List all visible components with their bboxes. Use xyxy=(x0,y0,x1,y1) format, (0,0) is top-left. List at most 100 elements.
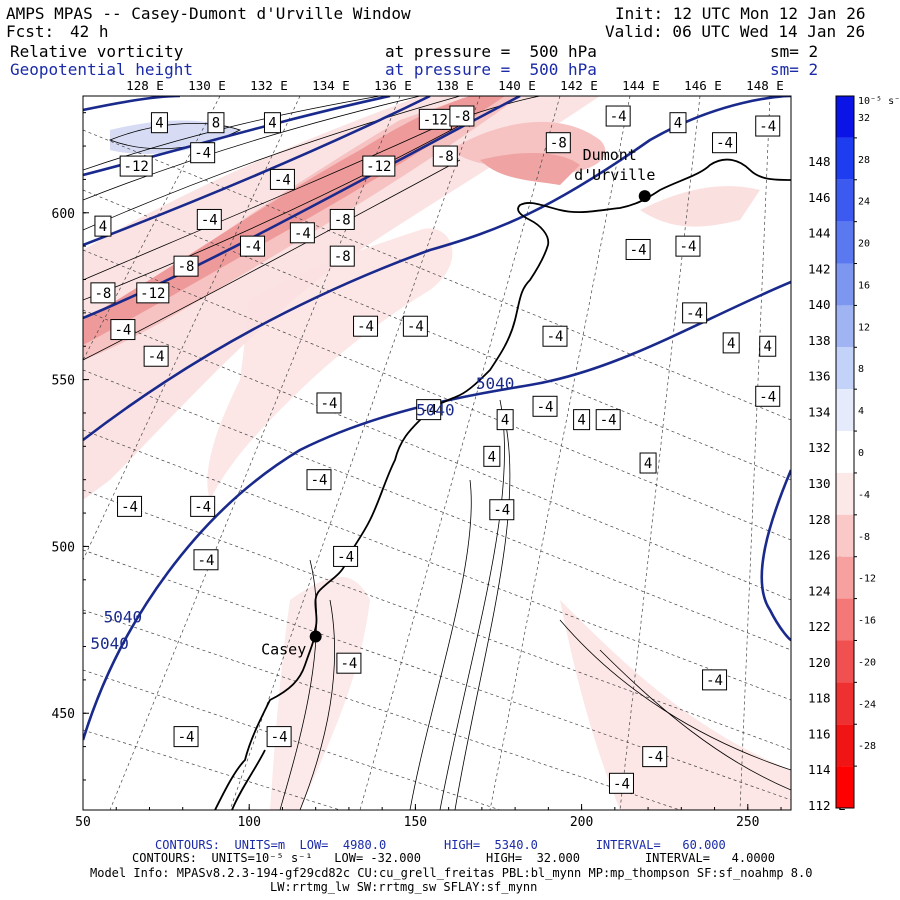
colorbar-label: -24 xyxy=(858,699,876,710)
vorticity-label: -4 xyxy=(143,345,169,367)
colorbar-label: 20 xyxy=(858,239,870,250)
vorticity-label: 4 xyxy=(263,112,281,134)
vorticity-label: 4 xyxy=(639,452,657,474)
vorticity-label-text: 4 xyxy=(727,336,735,352)
vorticity-label-box xyxy=(90,282,116,304)
colorbar-segment xyxy=(836,640,854,683)
x-tick-label: 150 xyxy=(404,815,427,830)
vorticity-label: -4 xyxy=(542,325,568,347)
vorticity-label: -4 xyxy=(595,409,621,431)
chart-title: AMPS MPAS -- Casey-Dumont d'Urville Wind… xyxy=(6,4,411,23)
colorbar-segment xyxy=(836,598,854,641)
colorbar-label: -4 xyxy=(858,490,870,501)
vorticity-label-text: -4 xyxy=(706,673,723,689)
vorticity-label-box xyxy=(266,726,292,748)
vorticity-label-text: -4 xyxy=(311,473,328,489)
colorbar-segment xyxy=(836,221,854,264)
y-tick-label: 500 xyxy=(52,540,75,555)
colorbar-label: 12 xyxy=(858,322,870,333)
station-marker xyxy=(638,190,651,203)
vorticity-label: 4 xyxy=(496,409,514,431)
vorticity-label-box xyxy=(193,549,219,571)
vorticity-label: -4 xyxy=(402,315,428,337)
vorticity-label-box xyxy=(150,112,168,134)
vorticity-label: -4 xyxy=(675,235,701,257)
vorticity-label-box xyxy=(333,545,359,567)
vorticity-label: -12 xyxy=(418,108,452,130)
vorticity-label-text: -4 xyxy=(274,172,291,188)
y-tick-label: 450 xyxy=(52,707,75,722)
vorticity-label-text: 8 xyxy=(212,116,220,132)
vorticity-label: -8 xyxy=(329,208,355,230)
y-tick-label: 600 xyxy=(52,207,75,222)
vorticity-shading xyxy=(83,96,791,810)
vorticity-label: 8 xyxy=(207,112,225,134)
vorticity-label: -4 xyxy=(190,495,216,517)
vorticity-label: 4 xyxy=(150,112,168,134)
vorticity-label-text: -4 xyxy=(194,499,211,515)
vorticity-label-text: -8 xyxy=(550,136,567,152)
colorbar-label: -20 xyxy=(858,657,876,668)
vorticity-label: -8 xyxy=(449,105,475,127)
vorticity-label: -4 xyxy=(306,469,332,491)
colorbar-unit: 10⁻⁵ s⁻¹ xyxy=(858,96,900,107)
vorticity-label-text: -12 xyxy=(124,159,149,175)
station-marker xyxy=(309,630,322,643)
valid-time: Valid: 06 UTC Wed 14 Jan 26 xyxy=(605,22,866,41)
vorticity-label-box xyxy=(136,282,170,304)
vorticity-label: -8 xyxy=(329,245,355,267)
vorticity-label-box xyxy=(263,112,281,134)
vorticity-label-text: -4 xyxy=(759,119,776,135)
vorticity-label-text: 4 xyxy=(268,116,276,132)
vorticity-label: -4 xyxy=(642,746,668,768)
field1-smoothing: sm= 2 xyxy=(770,42,819,61)
vorticity-label-box xyxy=(416,399,442,421)
colorbar-label: 16 xyxy=(858,280,870,291)
colorbar-label: 28 xyxy=(858,155,870,166)
vorticity-label-box xyxy=(722,332,740,354)
vorticity-label: 4 xyxy=(483,445,501,467)
vorticity-label: -12 xyxy=(119,155,153,177)
map-area xyxy=(83,96,791,810)
vorticity-label: -4 xyxy=(117,495,143,517)
colorbar-label: -16 xyxy=(858,616,876,627)
vorticity-label: -4 xyxy=(266,726,292,748)
vorticity-label: 4 xyxy=(94,215,112,237)
colorbar-segment xyxy=(836,472,854,515)
colorbar-label: 32 xyxy=(858,113,870,124)
vorticity-label-text: 4 xyxy=(99,219,107,235)
lon-label-top: 148 E xyxy=(746,78,784,93)
vorticity-label-box xyxy=(712,132,738,154)
vorticity-label-text: -4 xyxy=(294,226,311,242)
colorbar-segment xyxy=(836,682,854,725)
colorbar-segment xyxy=(836,96,854,138)
vorticity-label-text: 4 xyxy=(764,339,772,355)
lon-label-top: 136 E xyxy=(374,78,412,93)
vorticity-label-box xyxy=(306,469,332,491)
y-tick-label: 550 xyxy=(52,374,75,389)
vorticity-label-text: -4 xyxy=(680,239,697,255)
vorticity-label-box xyxy=(639,452,657,474)
vorticity-label-box xyxy=(110,319,136,341)
vorticity-label-text: -4 xyxy=(759,389,776,405)
vorticity-label-box xyxy=(353,315,379,337)
vorticity-label-box xyxy=(196,208,222,230)
vorticity-label: -4 xyxy=(712,132,738,154)
height-contour-label: 5040 xyxy=(90,634,129,653)
vorticity-label: -12 xyxy=(136,282,170,304)
colorbar-segment xyxy=(836,766,854,808)
vorticity-label: -4 xyxy=(316,392,342,414)
vorticity-label-box xyxy=(532,395,558,417)
vorticity-label-text: -4 xyxy=(547,329,564,345)
vorticity-label: 4 xyxy=(722,332,740,354)
vorticity-label-box xyxy=(289,222,315,244)
vorticity-label-box xyxy=(755,385,781,407)
vorticity-label-text: -4 xyxy=(194,146,211,162)
footer-vorticity-contours: CONTOURS: UNITS=10⁻⁵ s⁻¹ LOW= -32.000 HI… xyxy=(132,851,775,865)
vorticity-label-box xyxy=(402,315,428,337)
colorbar: 10⁻⁵ s⁻¹ 32 28 24 20 16 12 8 4 0 -4 -8 -12 -16 -20 -24 -… xyxy=(835,95,900,809)
vorticity-label-text: -4 xyxy=(337,549,354,565)
forecast-label: Fcst: xyxy=(6,22,55,41)
height-label-layer: 5040 5040 5040 5040 xyxy=(90,374,514,653)
vorticity-label-box xyxy=(143,345,169,367)
